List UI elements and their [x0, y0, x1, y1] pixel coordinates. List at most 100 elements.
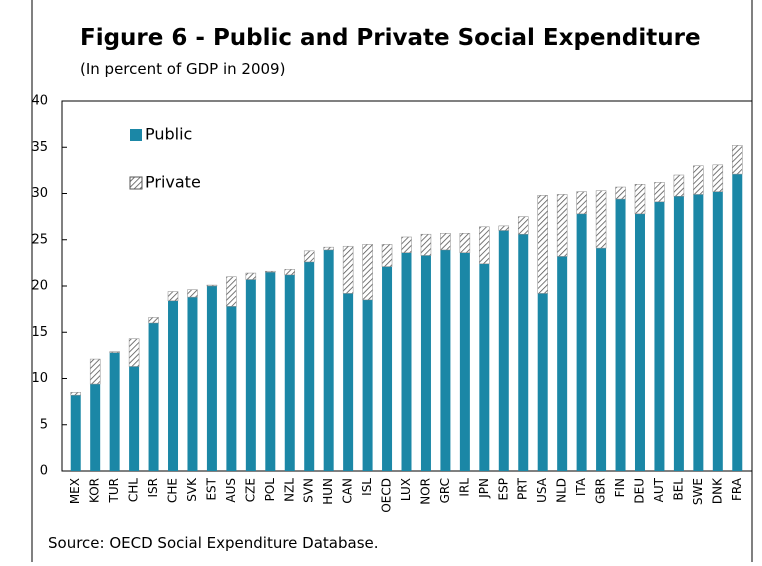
bar-segment [167, 291, 179, 302]
bar-segment [595, 190, 607, 249]
bar-segment [109, 351, 120, 353]
legend-swatch [129, 176, 143, 190]
x-tick-label: DNK [710, 477, 724, 504]
bar-segment [381, 244, 393, 267]
bar-segment [459, 252, 470, 471]
bar-segment [673, 196, 684, 471]
x-tick-label: BEL [671, 478, 685, 501]
x-tick-label: DEU [632, 478, 646, 504]
bar-segment [732, 174, 743, 471]
y-tick-label: 30 [31, 186, 48, 201]
bar-segment [245, 272, 257, 280]
bar-segment [284, 269, 296, 276]
bar-segment [342, 245, 354, 294]
x-tick-label: SVN [302, 478, 316, 503]
bar-segment [148, 323, 159, 471]
x-tick-label: GRC [438, 478, 452, 503]
x-tick-label: SWE [691, 478, 705, 505]
x-tick-label: ITA [574, 477, 588, 496]
bar-segment [479, 263, 490, 471]
bar-segment [693, 194, 704, 472]
bar-segment [498, 225, 510, 231]
bar-segment [537, 293, 548, 471]
bar-segment [226, 306, 237, 471]
x-tick-label: TUR [107, 478, 121, 503]
bar-segment [498, 230, 509, 471]
bar-segment [187, 289, 198, 298]
bar-segment [343, 293, 354, 471]
x-tick-label: EST [204, 477, 218, 500]
y-tick-label: 25 [31, 232, 48, 247]
bar-segment [518, 234, 529, 471]
bar-segment [168, 300, 179, 471]
bar-segment [440, 233, 451, 251]
source-note: Source: OECD Social Expenditure Database… [48, 534, 379, 552]
y-tick-label: 15 [31, 325, 48, 340]
bar-segment [420, 255, 431, 471]
chart-subtitle: (In percent of GDP in 2009) [80, 60, 285, 78]
x-tick-label: AUS [224, 478, 238, 503]
x-tick-label: ISL [360, 478, 374, 496]
x-tick-label: NOR [418, 478, 432, 505]
bar-segment [654, 182, 665, 203]
x-tick-label: HUN [321, 478, 335, 505]
y-tick-label: 40 [31, 94, 48, 109]
chart-title: Figure 6 - Public and Private Social Exp… [80, 25, 701, 51]
bar-segment [459, 233, 471, 253]
bar-segment [517, 216, 529, 235]
bar-segment [576, 213, 587, 471]
legend-label: Private [145, 173, 201, 192]
bar-segment [654, 201, 665, 471]
x-tick-label: MEX [68, 478, 82, 504]
x-tick-label: PRT [516, 477, 530, 500]
bar-segment [129, 366, 140, 471]
bar-segment [556, 194, 568, 257]
bar-segment [634, 213, 645, 471]
bar-segment [420, 233, 432, 256]
bar-segment [382, 266, 393, 471]
x-tick-label: KOR [88, 478, 102, 503]
y-tick-label: 0 [40, 464, 48, 479]
bar-segment [284, 274, 295, 471]
bar-segment [148, 317, 159, 324]
x-tick-label: FRA [730, 477, 744, 501]
bar-segment [712, 164, 724, 192]
bar-segment [109, 352, 120, 471]
x-tick-label: CHE [166, 478, 180, 503]
bar-segment [362, 299, 373, 471]
y-tick-label: 20 [31, 279, 48, 294]
bar-segment [303, 250, 315, 263]
bar-segment [323, 246, 334, 251]
x-tick-label: POL [263, 478, 277, 502]
bar-segment [596, 248, 607, 471]
y-tick-label: 35 [31, 140, 48, 155]
bar-segment [576, 191, 587, 215]
bar-segment [206, 284, 218, 287]
x-tick-label: ISR [146, 478, 160, 498]
y-tick-label: 5 [40, 417, 48, 432]
x-tick-label: CAN [341, 478, 355, 504]
bar-segment [362, 244, 373, 301]
bar-segment [70, 392, 81, 396]
x-tick-label: USA [535, 477, 549, 503]
x-tick-label: JPN [477, 478, 491, 499]
bar-segment [226, 276, 237, 307]
x-tick-label: CHL [127, 478, 141, 502]
bar-segment [712, 191, 723, 471]
x-tick-label: GBR [594, 478, 608, 504]
y-tick-label: 10 [31, 371, 48, 386]
bar-segment [615, 199, 626, 472]
bar-segment [245, 279, 256, 471]
bar-segment [557, 256, 568, 471]
bar-segment [323, 249, 334, 471]
bar-segment [89, 358, 101, 385]
bar-segment [265, 270, 276, 273]
x-tick-label: OECD [380, 478, 394, 513]
bar-segment [90, 384, 101, 471]
x-tick-label: AUT [652, 477, 666, 502]
bar-segment [206, 286, 217, 471]
bar-segment [401, 236, 412, 253]
bar-segment [70, 395, 81, 471]
